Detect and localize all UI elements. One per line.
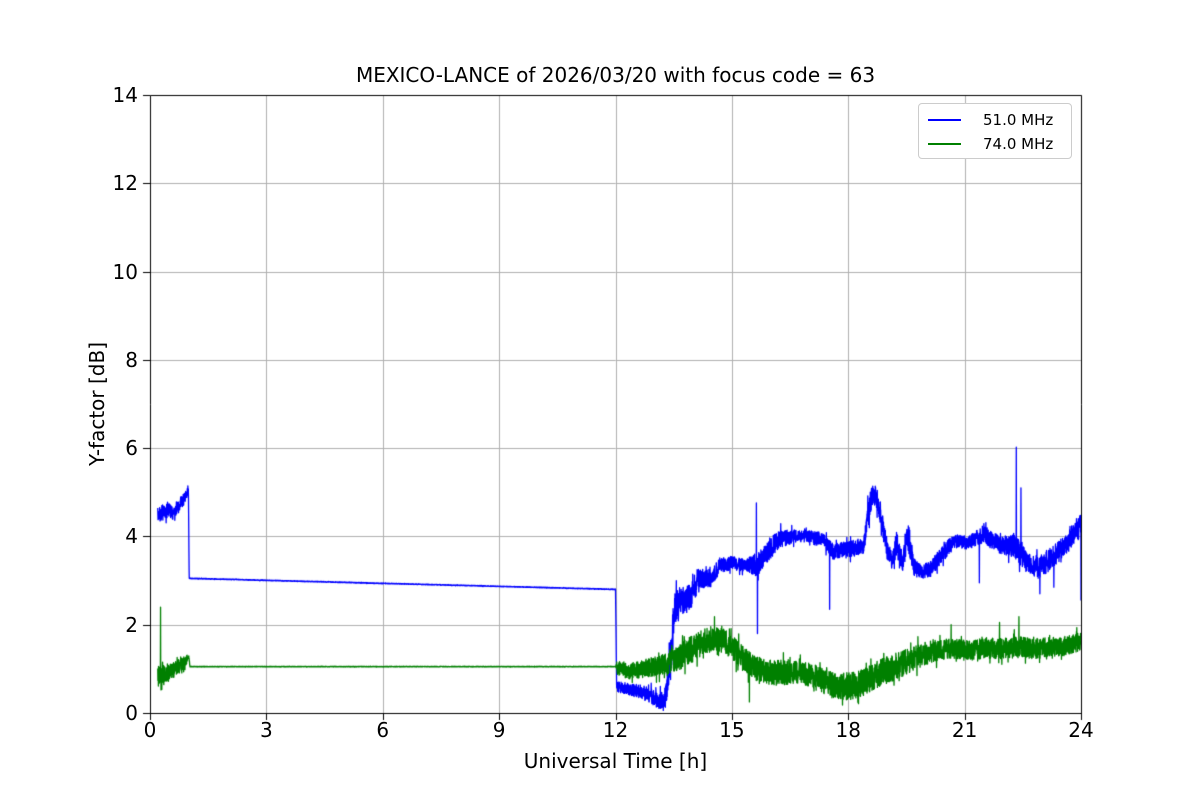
legend: 51.0 MHz 74.0 MHz <box>918 103 1072 159</box>
x-tick-label: 24 <box>1068 718 1094 742</box>
y-tick-label: 14 <box>112 83 138 107</box>
legend-label-74-mhz: 74.0 MHz <box>983 135 1054 153</box>
legend-label-51-mhz: 51.0 MHz <box>983 111 1054 129</box>
y-tick-label: 0 <box>125 701 138 725</box>
x-tick-label: 9 <box>492 718 506 742</box>
x-tick-label: 6 <box>376 718 390 742</box>
x-axis-label: Universal Time [h] <box>523 749 708 773</box>
x-tick-label: 15 <box>719 718 745 742</box>
y-tick-label: 8 <box>125 347 138 372</box>
legend-entry-51-mhz: 51.0 MHz <box>919 108 1071 132</box>
x-tick-label: 12 <box>602 718 629 742</box>
chart-title: MEXICO-LANCE of 2026/03/20 with focus co… <box>355 63 876 87</box>
x-tick-label: 0 <box>143 718 157 742</box>
y-tick-label: 12 <box>112 171 138 196</box>
y-tick-label: 4 <box>125 524 138 549</box>
legend-line-sample-green-icon <box>928 143 961 145</box>
x-tick-label: 21 <box>951 718 978 742</box>
legend-line-sample-blue-icon <box>928 119 961 121</box>
y-tick-label: 6 <box>125 436 138 461</box>
x-tick-label: 18 <box>835 718 861 742</box>
y-tick-label: 2 <box>125 612 138 637</box>
legend-entry-74-mhz: 74.0 MHz <box>919 132 1071 156</box>
y-tick-label: 10 <box>112 259 138 284</box>
x-tick-label: 3 <box>260 718 273 742</box>
